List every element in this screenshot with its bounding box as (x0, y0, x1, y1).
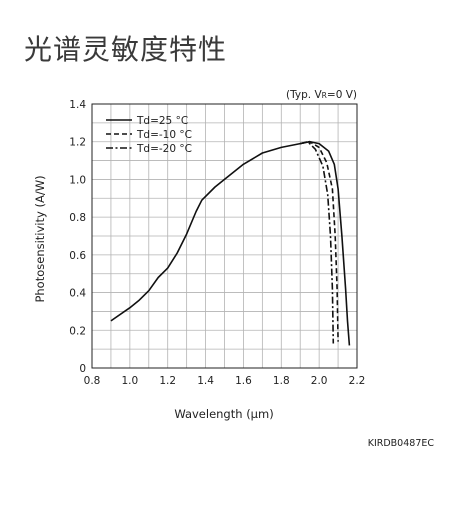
x-axis-label: Wavelength (µm) (174, 407, 273, 421)
document-code: KIRDB0487EC (368, 438, 435, 449)
legend-label: Td=-10 °C (136, 129, 192, 141)
y-tick-label: 0.8 (69, 212, 86, 224)
x-tick-label: 1.8 (273, 375, 290, 387)
y-tick-labels: 0 0.2 0.4 0.6 0.8 1.0 1.2 1.4 (69, 99, 86, 375)
series-line-2 (300, 140, 339, 342)
y-tick-label: 1.0 (69, 174, 86, 186)
page-title: 光谱灵敏度特性 (24, 33, 228, 66)
plot-frame (91, 103, 358, 369)
x-tick-label: 2.0 (311, 375, 328, 387)
chart-legend: Td=25 °C Td=-10 °C Td=-20 °C (106, 115, 192, 155)
x-tick-label: 1.2 (159, 375, 176, 387)
y-axis-label: Photosensitivity (A/W) (33, 175, 47, 302)
measurement-condition-note: (Typ. VR=0 V) (286, 89, 357, 101)
series-line-1 (110, 140, 351, 346)
x-tick-label: 2.2 (349, 375, 366, 387)
legend-label: Td=-20 °C (136, 143, 192, 155)
y-tick-label: 0.6 (69, 250, 86, 262)
y-tick-label: 0.2 (69, 325, 86, 337)
x-tick-label: 1.0 (122, 375, 139, 387)
x-tick-label: 1.6 (235, 375, 252, 387)
y-tick-label: 0.4 (69, 288, 86, 300)
legend-label: Td=25 °C (136, 115, 188, 127)
series-lines (110, 140, 351, 346)
y-tick-label: 0 (79, 363, 86, 375)
x-tick-label: 0.8 (84, 375, 101, 387)
y-tick-label: 1.4 (69, 99, 86, 111)
series-line-3 (300, 140, 335, 344)
y-tick-label: 1.2 (69, 137, 86, 149)
x-tick-label: 1.4 (197, 375, 214, 387)
x-tick-labels: 0.8 1.0 1.2 1.4 1.6 1.8 2.0 2.2 (84, 375, 366, 387)
